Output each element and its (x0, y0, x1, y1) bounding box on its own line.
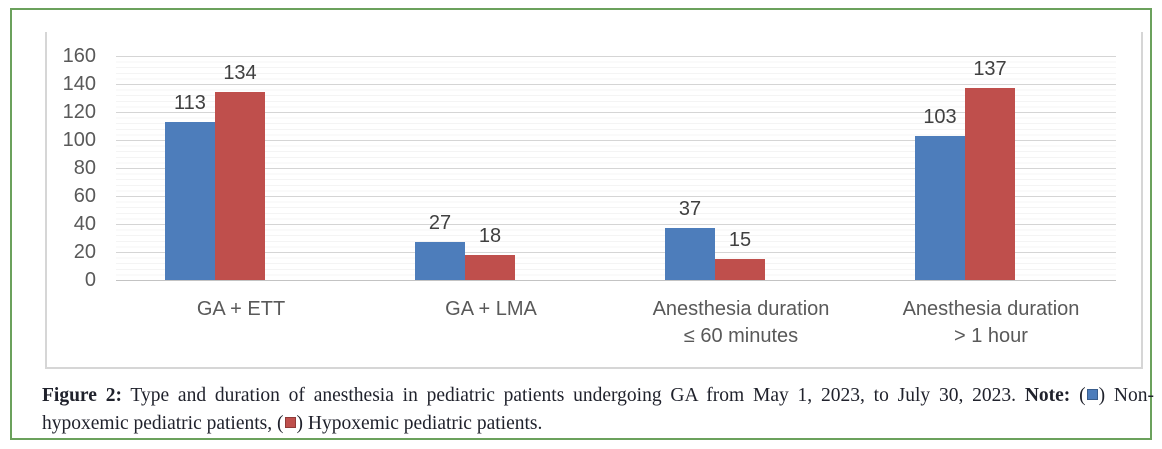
y-axis-tick-label: 160 (62, 45, 96, 67)
gridline (116, 139, 1116, 141)
caption-text: Type and duration of anesthesia in pedia… (130, 385, 1016, 406)
category-label: GA + ETT (196, 298, 286, 320)
paren-close: ) (296, 413, 308, 434)
y-axis-tick-label: 140 (62, 73, 96, 95)
value-label: 27 (428, 212, 452, 235)
legend-entry: () Hypoxemic pediatric patients. (272, 413, 542, 434)
gridline (116, 279, 1116, 281)
value-label: 134 (223, 62, 257, 85)
bar-non-hypoxemic (915, 135, 965, 280)
category-label: Anesthesia duration > 1 hour (902, 298, 1080, 347)
y-axis-tick-label: 40 (73, 213, 96, 235)
y-axis-tick-label: 100 (62, 129, 96, 151)
category-label: GA + LMA (445, 298, 537, 320)
gridline (116, 111, 1116, 113)
bar-hypoxemic (465, 254, 515, 280)
bar-non-hypoxemic (415, 242, 465, 280)
value-label: 18 (478, 224, 502, 247)
chart-area: 113 134 27 18 37 15 103 137 0 20 40 60 80 100 120 140 1… (45, 32, 1143, 369)
value-label: 113 (174, 91, 206, 114)
legend-swatch-icon (1086, 389, 1098, 400)
gridline (116, 251, 1116, 253)
paren-open: ( (1079, 385, 1086, 406)
caption-legend: () Non-hypoxemic pediatric patients, () … (42, 385, 1154, 434)
value-label: 15 (728, 229, 752, 251)
bar-non-hypoxemic (165, 121, 215, 280)
bar-hypoxemic (965, 88, 1015, 280)
y-axis-tick-label: 20 (73, 241, 96, 263)
gridline (116, 167, 1116, 169)
y-axis-tick-label: 60 (73, 185, 96, 207)
figure-frame: 113 134 27 18 37 15 103 137 0 20 40 60 80 100 120 140 1… (10, 8, 1154, 440)
gridline (116, 55, 1116, 57)
category-label: Anesthesia duration ≤ 60 minutes (652, 298, 830, 347)
note-label: Note: (1024, 385, 1071, 406)
gridline (116, 195, 1116, 197)
y-axis-tick-label: 80 (73, 157, 96, 179)
legend-swatch-icon (284, 417, 296, 428)
value-label: 137 (973, 58, 1007, 81)
legend-entry-label: Non-hypoxemic pediatric patients, (42, 385, 1154, 434)
paren-close: ) (1098, 385, 1114, 406)
plot-area: 113 134 27 18 37 15 103 137 (116, 55, 1116, 281)
gridline (116, 83, 1116, 85)
bar-non-hypoxemic (665, 228, 715, 280)
y-axis-tick-label: 0 (84, 269, 96, 291)
value-label: 37 (678, 198, 702, 221)
y-axis-tick-label: 120 (62, 101, 96, 123)
legend-entry-label: Hypoxemic pediatric patients. (307, 413, 543, 434)
paren-open: ( (272, 413, 284, 434)
gridline (116, 223, 1116, 225)
figure-caption: Figure 2: Type and duration of anesthesi… (42, 382, 1154, 438)
bar-hypoxemic (715, 259, 765, 280)
value-label: 103 (923, 105, 957, 128)
figure-label: Figure 2: (42, 385, 122, 406)
bar-hypoxemic (215, 92, 265, 280)
legend-entry: () Non-hypoxemic pediatric patients, (42, 385, 1154, 434)
